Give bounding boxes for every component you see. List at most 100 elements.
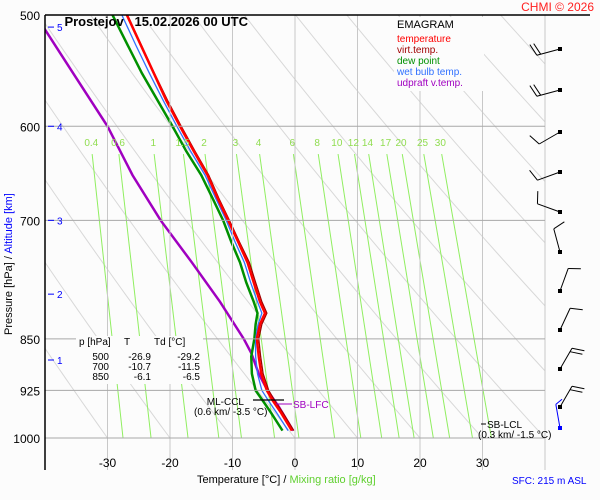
table-row: 850 -6.1 -6.5 — [79, 373, 200, 383]
y-tick-label: 850 — [20, 333, 40, 347]
values-table: p [hPa] T Td [°C] 500 -26.9 -29.2 700 -10.7-… — [76, 336, 203, 384]
mixing-ratio-line — [441, 154, 492, 438]
datetime: 15.02.2026 00 UTC — [134, 14, 249, 29]
mixing-ratio-label: 20 — [395, 138, 407, 149]
altitude-tick-label: 4 — [57, 122, 63, 133]
wind-barb-flag — [555, 398, 563, 405]
wind-barb-flag — [571, 347, 585, 352]
dry-adiabat — [448, 15, 545, 123]
dry-adiabat — [45, 99, 296, 438]
mixing-ratio-label: 0.6 — [111, 138, 125, 149]
wind-barb-station-dot — [558, 47, 562, 51]
wind-barb-shaft — [555, 404, 561, 429]
wind-barb-shaft — [559, 308, 571, 331]
table-cell: -6.5 — [182, 372, 200, 383]
copyright: CHMI © 2026 — [521, 0, 594, 14]
dry-adiabat — [552, 15, 600, 438]
wind-barb-flag — [569, 389, 583, 393]
mixing-ratio-label: Mixing ratio [g/kg] — [289, 474, 375, 486]
x-tick-label: 30 — [476, 456, 490, 470]
wind-barb-station-dot — [558, 367, 562, 371]
mixing-ratio-label: 4 — [256, 138, 262, 149]
altitude-tick-label: 1 — [57, 356, 63, 367]
x-tick-label: 10 — [351, 456, 365, 470]
dry-adiabat — [397, 15, 545, 183]
y-tick-label: 700 — [20, 214, 40, 228]
mixing-ratio-line — [368, 154, 415, 438]
dry-adiabat — [192, 15, 545, 438]
sb-lfc-label: SB-LFC — [293, 400, 329, 411]
dry-adiabat — [500, 15, 545, 65]
legend-title: EMAGRAM — [397, 19, 454, 31]
wind-barb — [529, 43, 562, 56]
mixing-ratio-label: 30 — [435, 138, 447, 149]
sb-lcl-value: (0.3 km/ -1.5 °C) — [478, 430, 551, 441]
mixing-ratio-label: 6 — [290, 138, 296, 149]
table-cell: -6.1 — [133, 372, 151, 383]
station-name: Prostejov — [64, 14, 124, 29]
dry-adiabat — [45, 347, 108, 438]
table-cell: -26.9 — [128, 352, 151, 363]
wind-barb-station-dot — [558, 170, 562, 174]
mixing-ratio-line — [317, 154, 362, 438]
table-header-td: Td [°C] — [154, 337, 186, 348]
wind-barb — [558, 267, 581, 293]
wind-barb-station-dot — [558, 426, 562, 430]
x-tick-label: -10 — [224, 456, 242, 470]
altitude-tick-label: 5 — [57, 23, 63, 34]
mixing-ratio-label: 25 — [417, 138, 429, 149]
wind-barb-flag — [529, 135, 540, 145]
table-header-p: p [hPa] — [79, 337, 111, 348]
mixing-ratio-label: 1 — [150, 138, 156, 149]
mixing-ratio-line — [386, 154, 434, 438]
mixing-ratio-line — [259, 154, 300, 438]
table-cell: -10.7 — [128, 362, 151, 373]
x-tick-label: 0 — [292, 456, 299, 470]
table-cell: 700 — [92, 362, 109, 373]
wind-barb — [555, 398, 563, 430]
wind-barb-station-dot — [558, 210, 562, 214]
ml-ccl-label: ML-CCL — [207, 397, 245, 408]
table-row: 700 -10.7 -11.5 — [79, 363, 200, 373]
y-axis-label: Pressure [hPa] / Altitude [km] — [3, 193, 15, 335]
mixing-ratio-label: 8 — [314, 138, 320, 149]
wind-barb — [529, 169, 562, 181]
wind-barb — [536, 191, 562, 214]
wind-barb-flag — [553, 221, 565, 230]
altitude-tick-label: 2 — [57, 290, 63, 301]
dry-adiabat — [346, 15, 545, 244]
wind-barb-flag — [533, 43, 542, 55]
title: Prostejov 15.02.2026 00 UTC — [50, 0, 248, 44]
wind-barb-station-dot — [558, 289, 562, 293]
mixing-ratio-line — [91, 154, 124, 438]
mixing-ratio-label: 1.5 — [176, 138, 190, 149]
wind-barb-shaft — [559, 268, 569, 292]
dry-adiabat — [141, 15, 483, 438]
x-tick-label: -30 — [99, 456, 117, 470]
legend-item: dew point — [397, 56, 440, 67]
wind-barb — [558, 347, 585, 371]
altitude-label: Altitude [km] — [3, 193, 15, 254]
temperature-label: Temperature [°C] — [197, 474, 280, 486]
wind-barb — [558, 307, 583, 332]
wind-barb-flag — [569, 351, 583, 355]
mixing-ratio-label: 12 — [348, 138, 360, 149]
mixing-ratio-line — [292, 154, 336, 438]
wind-barb-flag — [529, 85, 538, 97]
mixing-ratio-label: 0.4 — [84, 138, 98, 149]
wind-barb-station-dot — [558, 250, 562, 254]
table-cell: -29.2 — [177, 352, 200, 363]
y-tick-label: 500 — [20, 9, 40, 23]
wind-barb — [553, 221, 565, 254]
mixing-ratio-line — [354, 154, 400, 438]
mixing-ratio-line — [182, 154, 220, 438]
x-tick-label: -20 — [161, 456, 179, 470]
x-axis-label: Temperature [°C] / Mixing ratio [g/kg] — [197, 474, 376, 486]
wind-barb-shaft — [553, 228, 561, 253]
legend-item: wet bulb temp. — [397, 67, 463, 78]
dry-adiabat — [90, 15, 421, 438]
wind-barb-station-dot — [558, 130, 562, 134]
mixing-ratio-line — [423, 154, 473, 438]
table-cell: 850 — [92, 372, 109, 383]
